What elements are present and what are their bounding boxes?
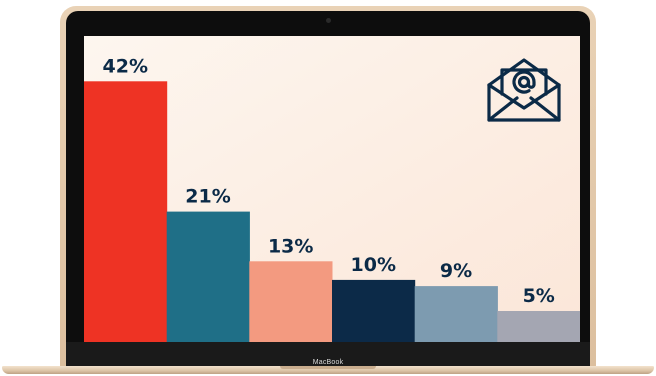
bar-value-label-4: 10% (351, 254, 396, 276)
laptop-base (2, 366, 654, 374)
device-brand-label: MacBook (312, 359, 344, 366)
bar-4 (332, 279, 416, 342)
bar-3 (249, 261, 333, 342)
bar-value-label-2: 21% (185, 186, 230, 208)
screen-chin (66, 342, 590, 368)
camera-icon (326, 18, 331, 23)
bar-chart: 42% 21% 13% 10% 9% 5% (84, 36, 580, 342)
laptop-screen: 42% 21% 13% 10% 9% 5% (84, 36, 580, 342)
data-labels-layer: 42% 21% 13% 10% 9% 5% (103, 55, 555, 307)
bar-value-label-1: 42% (103, 55, 148, 77)
laptop-base-notch (280, 366, 376, 369)
bars-layer (84, 81, 580, 342)
bar-value-label-5: 9% (440, 260, 472, 282)
bar-5 (414, 286, 498, 342)
email-at-envelope-icon (487, 58, 561, 122)
bar-value-label-3: 13% (268, 235, 313, 257)
bar-2 (166, 211, 250, 342)
bar-6 (497, 311, 580, 342)
bar-value-label-6: 5% (523, 285, 555, 307)
bar-1 (84, 81, 168, 342)
